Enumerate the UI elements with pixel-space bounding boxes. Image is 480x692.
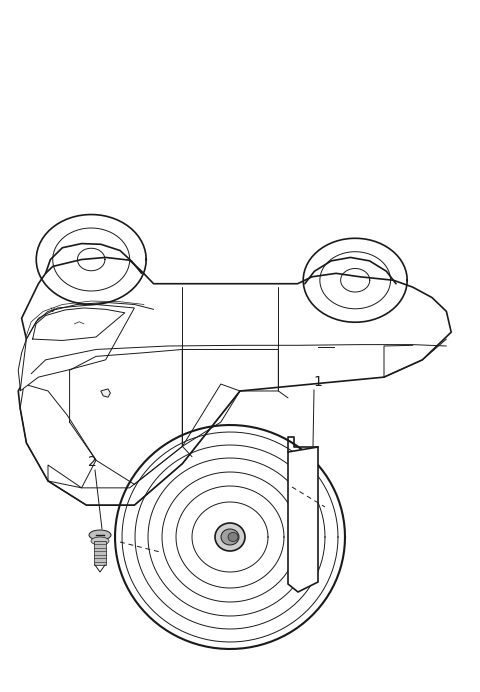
Ellipse shape: [221, 529, 239, 545]
Circle shape: [292, 479, 308, 495]
Ellipse shape: [215, 523, 245, 551]
Ellipse shape: [228, 533, 238, 542]
Ellipse shape: [91, 537, 109, 545]
Polygon shape: [101, 389, 110, 397]
Polygon shape: [18, 257, 451, 505]
Text: 2: 2: [88, 455, 96, 469]
Circle shape: [296, 483, 304, 491]
Ellipse shape: [89, 530, 111, 540]
Polygon shape: [288, 447, 318, 592]
Polygon shape: [94, 541, 106, 565]
Polygon shape: [20, 304, 134, 391]
Text: 1: 1: [313, 375, 323, 389]
